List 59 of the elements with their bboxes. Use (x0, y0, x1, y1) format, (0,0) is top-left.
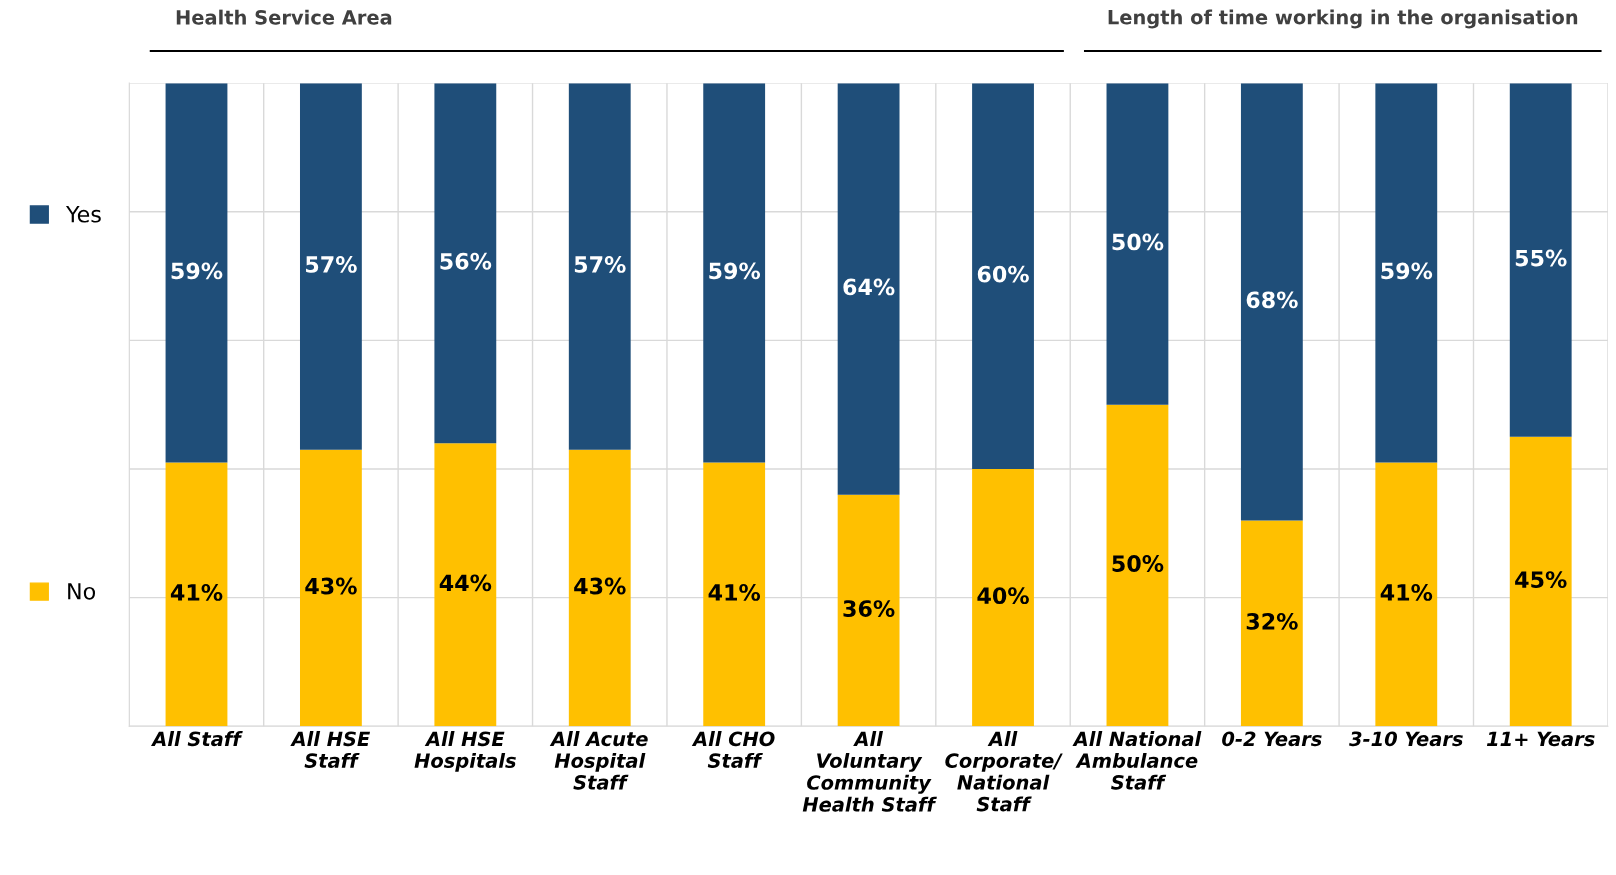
bar (300, 449, 362, 727)
x-tick-label: 11+ Years (1486, 731, 1595, 747)
data-label: 56% (440, 252, 492, 270)
x-tick-label: All Voluntary Community Health Staff (802, 731, 937, 812)
bar (703, 83, 766, 463)
x-tick-label: All National Ambulance Staff (1072, 731, 1202, 790)
bar (1375, 83, 1438, 463)
data-label: 32% (1246, 612, 1298, 630)
text: Health Service Area (176, 9, 392, 25)
data-label: 59% (171, 262, 223, 280)
data-label: 60% (977, 265, 1029, 283)
bar (837, 494, 900, 727)
bar (165, 83, 228, 463)
data-label: 68% (1246, 291, 1298, 309)
data-label: 43% (574, 577, 626, 595)
data-label: 55% (1515, 249, 1567, 267)
bar (568, 449, 631, 727)
data-label: 41% (170, 584, 223, 601)
data-label: 59% (1381, 262, 1433, 280)
bar (568, 83, 631, 450)
bar (972, 469, 1034, 727)
bar (434, 83, 497, 444)
x-tick-label: All Corporate/ National Staff (945, 731, 1063, 812)
x-tick-label: 0-2 Years (1222, 731, 1322, 747)
data-label: 57% (306, 256, 357, 273)
data-label: 59% (709, 262, 761, 280)
legend-label: Yes (65, 206, 101, 223)
data-label: 40% (977, 587, 1029, 605)
legend-label: No (68, 583, 96, 600)
data-label: 57% (574, 256, 626, 273)
bar (1509, 83, 1572, 437)
x-tick-label: 3-10 Years (1349, 731, 1463, 747)
x-tick-label: All Staff (150, 731, 243, 747)
x-tick-label: All CHO Staff (691, 731, 775, 768)
x-tick-label: All HSE Staff (290, 731, 371, 768)
bar (1106, 83, 1169, 405)
bar (972, 83, 1034, 469)
data-label: 50% (1112, 233, 1164, 251)
bar (1375, 462, 1438, 727)
data-label: 50% (1112, 555, 1164, 572)
bar (1240, 83, 1303, 521)
data-label: 41% (1380, 584, 1433, 601)
data-label: 64% (843, 278, 895, 296)
bar (703, 462, 766, 727)
data-label: 45% (1515, 571, 1567, 588)
text: Length of time working in the organisation (1108, 9, 1578, 29)
x-tick-label: All Acute Hospital Staff (549, 731, 648, 790)
bar (1240, 520, 1303, 727)
data-label: 36% (843, 600, 895, 617)
data-label: 44% (439, 574, 492, 592)
bar (1509, 436, 1572, 727)
data-label: 43% (305, 577, 357, 595)
bar (165, 462, 228, 727)
x-tick-label: All HSE Hospitals (414, 731, 516, 772)
bar (300, 83, 362, 450)
bar (1106, 404, 1169, 727)
bar (434, 443, 497, 727)
data-label: 41% (708, 584, 761, 601)
bar (837, 83, 900, 495)
